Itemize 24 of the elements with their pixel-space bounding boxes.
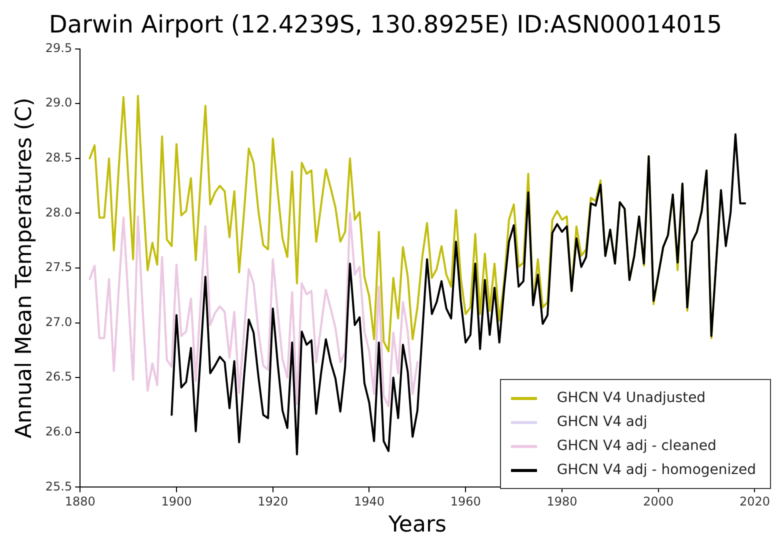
y-tick-label: 28.5	[45, 150, 72, 165]
x-tick-label: 1940	[354, 494, 385, 509]
x-tick-label: 2000	[643, 494, 674, 509]
y-axis-title: Annual Mean Temperatures (C)	[12, 98, 37, 438]
x-tick-label: 1880	[64, 494, 96, 509]
legend-label: GHCN V4 adj - homogenized	[556, 462, 756, 478]
x-tick-label: 1960	[450, 494, 481, 509]
y-tick-label: 27.0	[45, 314, 72, 329]
legend-label: GHCN V4 adj	[556, 414, 648, 430]
legend-label: GHCN V4 Unadjusted	[556, 390, 706, 406]
x-tick-label: 1900	[161, 494, 192, 509]
y-tick-label: 29.5	[45, 40, 72, 55]
y-tick-label: 25.5	[45, 479, 72, 494]
x-tick-label: 2020	[739, 494, 770, 509]
y-tick-label: 29.0	[45, 96, 72, 110]
x-tick-label: 1980	[546, 494, 578, 509]
y-tick-label: 26.0	[45, 424, 72, 439]
chart-title: Darwin Airport (12.4239S, 130.8925E) ID:ASN00014015	[48, 10, 722, 39]
legend-label: GHCN V4 adj - cleaned	[556, 438, 716, 454]
x-tick-label: 1920	[258, 494, 288, 509]
y-tick-label: 27.5	[45, 260, 72, 274]
x-axis-title: Years	[387, 512, 446, 538]
y-tick-label: 26.5	[45, 370, 72, 384]
y-tick-label: 28.0	[45, 205, 72, 220]
